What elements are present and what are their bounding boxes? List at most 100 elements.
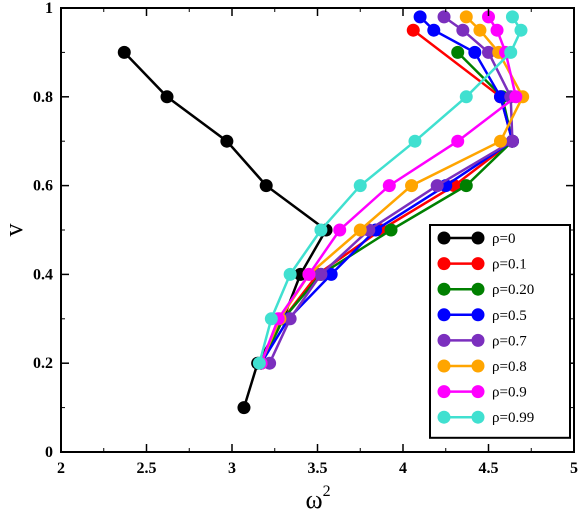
data-point: [324, 267, 338, 281]
data-point: [353, 179, 367, 193]
series-line: [123, 51, 328, 408]
data-point: [459, 179, 473, 193]
series-line: [258, 16, 523, 364]
y-axis-title: v: [0, 224, 28, 237]
data-point: [382, 179, 396, 193]
data-point: [451, 45, 465, 59]
legend-marker: [471, 308, 485, 322]
legend-marker: [437, 282, 451, 296]
data-point: [459, 10, 473, 24]
legend-entry: ρ=0.20: [437, 282, 534, 298]
series-group: [117, 45, 333, 415]
legend-label: ρ=0.20: [492, 282, 534, 298]
x-axis-title-superscript: 2: [323, 483, 331, 500]
legend-label: ρ=0.5: [492, 308, 527, 324]
data-point: [430, 179, 444, 193]
legend-marker: [437, 231, 451, 245]
x-tick-label: 4: [399, 460, 407, 477]
legend-label: ρ=0.9: [492, 385, 527, 401]
legend-marker: [471, 385, 485, 399]
legend-entry: ρ=0.5: [437, 308, 527, 324]
legend-marker: [437, 359, 451, 373]
legend-marker: [471, 257, 485, 271]
legend-box: [429, 224, 571, 439]
data-point: [302, 267, 316, 281]
data-point: [493, 134, 507, 148]
y-tick-label: 1: [45, 0, 53, 17]
legend-entry: ρ=0: [437, 231, 515, 247]
data-point: [437, 10, 451, 24]
data-point: [117, 45, 131, 59]
data-point: [237, 401, 251, 415]
legend-label: ρ=0.1: [492, 257, 527, 273]
legend: ρ=0 ρ=0.1 ρ=0.20 ρ=0.5 ρ=0.7 ρ=0.8 ρ=0.9 ρ=0.99: [429, 224, 571, 439]
data-point: [333, 223, 347, 237]
y-tick-label: 0.6: [33, 178, 53, 195]
x-tick-label: 5: [570, 460, 578, 477]
legend-marker: [471, 333, 485, 347]
data-point: [252, 356, 266, 370]
data-point: [482, 45, 495, 59]
legend-label: ρ=0: [492, 231, 515, 247]
x-tick-label: 4.5: [479, 460, 499, 477]
y-tick-label: 0.2: [33, 355, 53, 372]
data-point: [283, 312, 297, 326]
x-axis-title: ω2: [305, 483, 330, 514]
legend-marker: [437, 333, 451, 347]
ticks-layer: 2 2.5 3 3.5 4 4.5 5 0 0.2 0.4 0.6 0.8 1: [33, 0, 578, 477]
data-point: [283, 267, 297, 281]
legend-label: ρ=0.7: [492, 333, 527, 349]
data-point: [406, 23, 420, 37]
data-point: [405, 179, 419, 193]
series-group: [252, 10, 528, 370]
data-point: [509, 90, 523, 104]
data-point: [493, 90, 507, 104]
legend-marker: [471, 282, 485, 296]
x-tick-label: 3.5: [308, 460, 328, 477]
legend-marker: [437, 410, 451, 424]
legend-entry: ρ=0.8: [437, 359, 527, 375]
data-point: [505, 10, 519, 24]
data-point: [459, 90, 473, 104]
legend-marker: [471, 359, 485, 373]
data-point: [514, 23, 528, 37]
y-tick-label: 0.8: [33, 89, 53, 106]
data-point: [264, 312, 278, 326]
data-point: [384, 223, 398, 237]
legend-marker: [437, 308, 451, 322]
data-point: [413, 10, 427, 24]
data-point: [353, 223, 367, 237]
y-tick-label: 0.4: [33, 266, 53, 283]
x-tick-label: 2.5: [137, 460, 157, 477]
data-point: [408, 134, 422, 148]
legend-entry: ρ=0.9: [437, 385, 527, 401]
legend-label: ρ=0.99: [492, 410, 534, 426]
series-line: [268, 15, 514, 364]
legend-marker: [471, 231, 485, 245]
data-point: [314, 223, 328, 237]
series-line: [259, 51, 514, 364]
legend-entry: ρ=0.99: [437, 410, 534, 426]
data-point: [314, 267, 328, 281]
legend-marker: [471, 410, 485, 424]
x-tick-label: 3: [228, 460, 236, 477]
legend-entry: ρ=0.7: [437, 333, 527, 349]
data-point: [220, 134, 234, 148]
series-line: [260, 16, 514, 364]
data-point: [456, 23, 470, 37]
data-point: [160, 90, 174, 104]
data-point: [259, 179, 273, 193]
legend-marker: [437, 385, 451, 399]
y-tick-label: 0: [45, 444, 53, 461]
data-point: [505, 134, 519, 148]
legend-entry: ρ=0.1: [437, 257, 527, 273]
data-point: [490, 23, 504, 37]
data-point: [468, 45, 482, 59]
series-layer: [117, 10, 530, 415]
x-tick-label: 2: [57, 460, 65, 477]
data-point: [473, 23, 487, 37]
legend-label: ρ=0.8: [492, 359, 527, 375]
data-point: [451, 134, 465, 148]
data-point: [427, 23, 441, 37]
